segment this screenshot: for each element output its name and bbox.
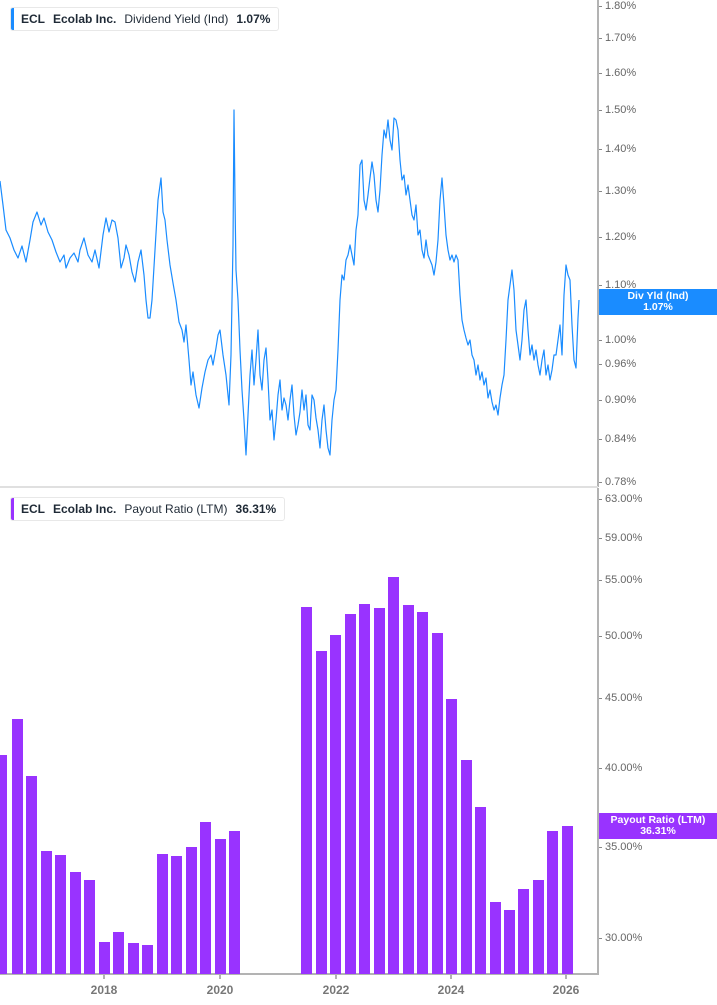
legend-company: Ecolab Inc. (53, 502, 117, 516)
y-tick: 1.50% (598, 104, 637, 116)
y-tick: 1.10% (598, 279, 637, 291)
dividend-yield-panel: ECL Ecolab Inc. Dividend Yield (Ind) 1.0… (0, 0, 717, 488)
y-tick: 63.00% (598, 493, 643, 505)
y-tick: 59.00% (598, 532, 643, 544)
y-tick: 0.96% (598, 358, 637, 370)
x-tick: 2026 (552, 983, 580, 997)
y-tick: 1.00% (598, 334, 637, 346)
y-tick: 1.70% (598, 32, 637, 44)
y-tick: 40.00% (598, 762, 643, 774)
x-tick: 2022 (322, 983, 350, 997)
y-tick: 55.00% (598, 574, 643, 586)
dividend-yield-legend: ECL Ecolab Inc. Dividend Yield (Ind) 1.0… (10, 7, 280, 31)
panel-divider[interactable] (0, 486, 598, 488)
legend-metric: Payout Ratio (LTM) (124, 502, 228, 516)
y-tick: 0.78% (598, 476, 637, 488)
tag-value: 36.31% (640, 825, 676, 837)
tag-label: Payout Ratio (LTM) (610, 814, 706, 826)
y-tick: 1.40% (598, 143, 637, 155)
y-tick: 45.00% (598, 692, 643, 704)
legend-ticker: ECL (21, 502, 45, 516)
dividend-yield-plot (0, 0, 599, 487)
legend-value: 1.07% (236, 12, 271, 26)
y-tick: 35.00% (598, 841, 643, 853)
dividend-yield-line (0, 109, 580, 456)
legend-color-marker (11, 8, 14, 30)
y-tick: 50.00% (598, 630, 643, 642)
legend-company: Ecolab Inc. (53, 12, 117, 26)
y-tick: 30.00% (598, 932, 643, 944)
y-tick: 1.30% (598, 185, 637, 197)
x-tick-marks (103, 975, 567, 979)
x-tick: 2020 (206, 983, 234, 997)
y-tick: 0.84% (598, 433, 637, 445)
y-tick: 0.90% (598, 394, 637, 406)
dividend-yield-price-tag: Div Yld (Ind) 1.07% (599, 289, 717, 315)
payout-ratio-price-tag: Payout Ratio (LTM) 36.31% (599, 813, 717, 839)
legend-ticker: ECL (21, 12, 45, 26)
y-tick: 1.80% (598, 0, 637, 12)
tag-value: 1.07% (643, 301, 673, 313)
legend-metric: Dividend Yield (Ind) (124, 12, 229, 26)
tag-label: Div Yld (Ind) (627, 290, 689, 302)
payout-ratio-legend: ECL Ecolab Inc. Payout Ratio (LTM) 36.31… (10, 497, 286, 521)
y-tick: 1.20% (598, 231, 637, 243)
payout-ratio-bars (0, 577, 573, 974)
x-tick: 2024 (437, 983, 465, 997)
x-tick: 2018 (90, 983, 118, 997)
legend-color-marker (11, 498, 14, 520)
legend-value: 36.31% (235, 502, 277, 516)
y-tick: 1.60% (598, 67, 637, 79)
